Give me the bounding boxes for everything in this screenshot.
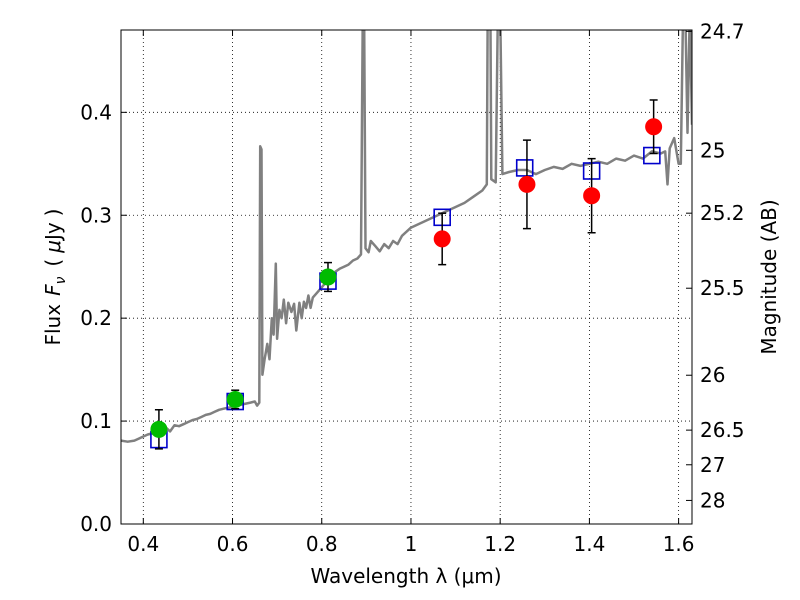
spectrum-line — [121, 30, 692, 443]
y-axis-label-mu: μ — [41, 240, 65, 254]
y-axis-label-open: ( — [41, 259, 65, 267]
x-tick-label: 1.6 — [663, 532, 695, 556]
y-axis-label-f: F — [41, 284, 65, 296]
y-axis-label-close: ) — [41, 208, 65, 216]
right-tick-label: 25.2 — [700, 201, 745, 225]
axis-ticks: 0.4 0.6 0.8 1 1.2 1.4 1.6 0.0 0.1 0.2 0.3 0.4 24.7 25… — [80, 19, 744, 556]
observed-point-marker — [433, 230, 451, 248]
grid-lines — [121, 30, 692, 524]
right-tick-label: 27 — [700, 453, 725, 477]
y-axis-label-nu: ν — [53, 276, 69, 284]
x-axis-label: Wavelength λ (μm) — [310, 564, 501, 588]
right-tick-label: 24.7 — [700, 19, 745, 43]
y-axis-label: Flux Fν ( μJy) — [41, 208, 69, 345]
right-axis-label: Magnitude (AB) — [757, 199, 781, 354]
observed-point-marker — [226, 390, 244, 408]
y-axis-label-flux: Flux — [41, 304, 65, 346]
right-tick-label: 26 — [700, 363, 725, 387]
y-tick-label: 0.0 — [80, 512, 112, 536]
observed-point-marker — [319, 268, 337, 286]
photometry-markers — [150, 99, 663, 450]
model-square-marker — [515, 159, 534, 177]
model-square-marker — [643, 146, 661, 165]
y-tick-label: 0.2 — [80, 306, 112, 330]
plot-frame — [120, 29, 693, 525]
right-tick-label: 28 — [700, 488, 725, 512]
spectrum-series — [121, 30, 692, 443]
x-tick-label: 1.2 — [484, 532, 516, 556]
y-tick-label: 0.4 — [80, 100, 112, 124]
y-tick-label: 0.3 — [80, 203, 112, 227]
right-tick-label: 25.5 — [700, 276, 745, 300]
y-tick-label: 0.1 — [80, 409, 112, 433]
observed-point-marker — [150, 420, 168, 438]
x-tick-label: 0.8 — [306, 532, 338, 556]
x-tick-label: 0.6 — [217, 532, 249, 556]
y-axis-label-unit: Jy — [41, 222, 65, 242]
observed-point-marker — [645, 118, 663, 136]
right-tick-label: 25 — [700, 138, 725, 162]
right-tick-label: 26.5 — [700, 418, 745, 442]
observed-point-marker — [518, 175, 536, 193]
x-tick-label: 0.4 — [127, 532, 159, 556]
observed-point-marker — [583, 187, 601, 205]
x-tick-label: 1.4 — [573, 532, 605, 556]
x-tick-label: 1 — [405, 532, 418, 556]
